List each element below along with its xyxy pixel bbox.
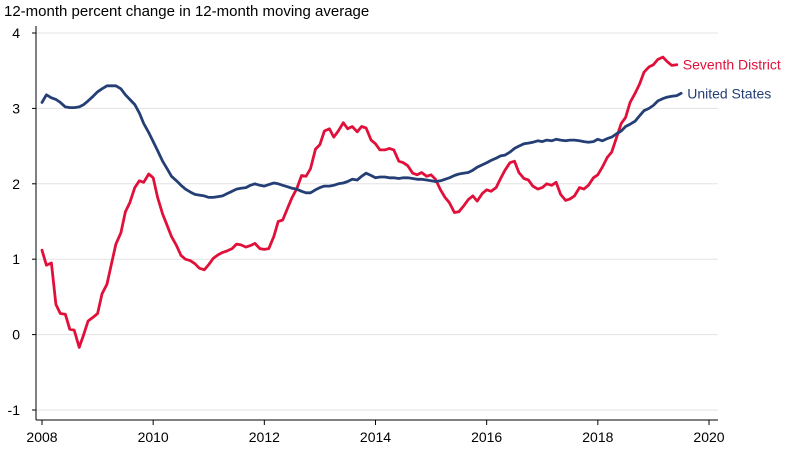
- series-label-united-states: United States: [687, 85, 771, 101]
- x-tick-label: 2008: [26, 429, 57, 445]
- chart-title: 12-month percent change in 12-month movi…: [4, 3, 370, 20]
- x-tick-label: 2014: [360, 429, 391, 445]
- y-tick-label: 1: [12, 251, 20, 267]
- x-tick-label: 2020: [693, 429, 724, 445]
- x-tick-label: 2010: [138, 429, 169, 445]
- y-tick-label: 4: [12, 25, 20, 41]
- series-label-seventh-district: Seventh District: [683, 57, 781, 73]
- series-line-united-states: [40, 84, 683, 199]
- y-tick-label: 2: [12, 176, 20, 192]
- y-tick-label: -1: [8, 402, 21, 418]
- y-tick-label: 0: [12, 327, 20, 343]
- x-tick-label: 2016: [471, 429, 502, 445]
- y-tick-label: 3: [12, 100, 20, 116]
- series-line-seventh-district: [40, 55, 679, 349]
- x-tick-label: 2018: [582, 429, 613, 445]
- x-tick-label: 2012: [249, 429, 280, 445]
